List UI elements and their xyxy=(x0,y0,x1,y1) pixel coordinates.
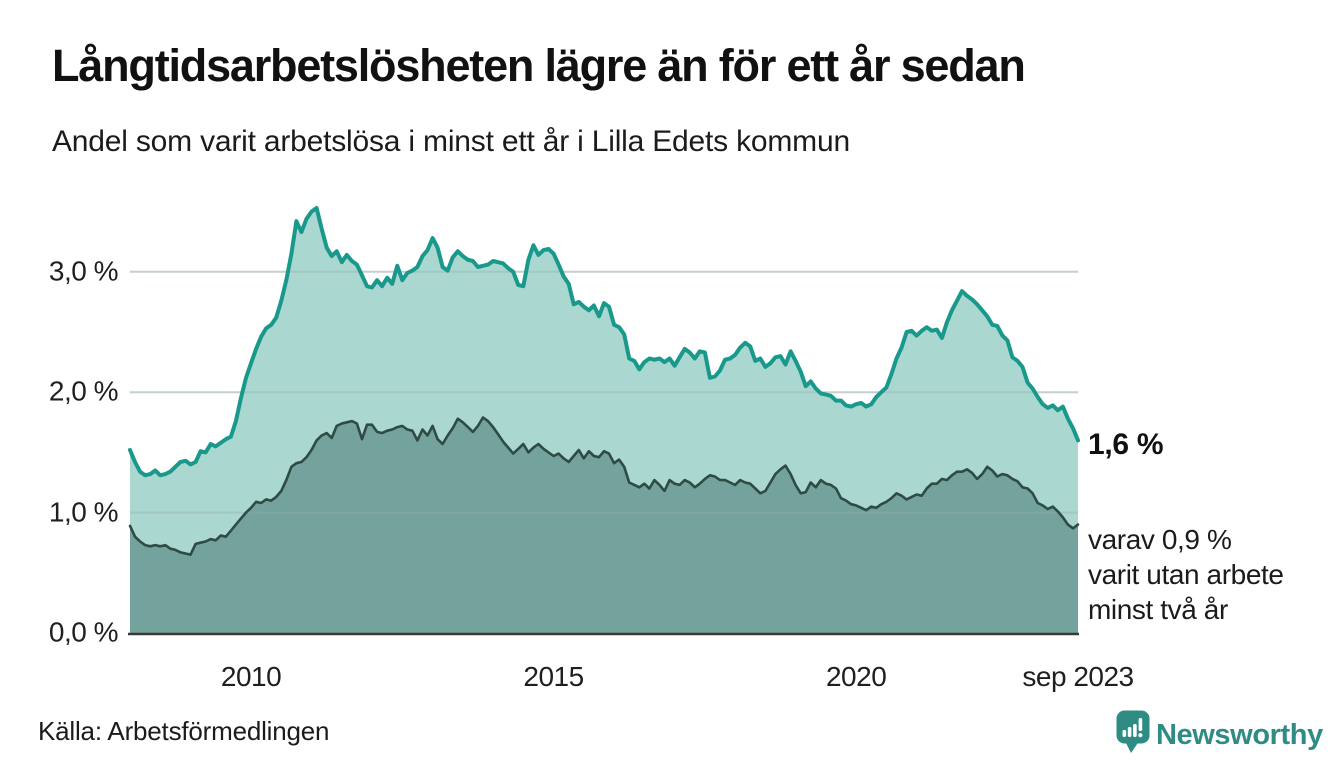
y-axis-tick-label: 0,0 % xyxy=(48,616,119,648)
y-axis-tick-label: 3,0 % xyxy=(48,255,119,287)
x-axis-tick-label: 2020 xyxy=(825,661,887,692)
y-axis-tick-label: 2,0 % xyxy=(48,375,119,407)
two-year-end-label: varav 0,9 % varit utan arbete minst två … xyxy=(1088,522,1284,627)
two-year-line xyxy=(128,416,1080,557)
newsworthy-logo-icon xyxy=(1116,710,1150,753)
total-end-value-label: 1,6 % xyxy=(1088,428,1164,462)
two-year-end-label-line: varav 0,9 % xyxy=(1088,523,1232,555)
two-year-end-label-line: varit utan arbete xyxy=(1088,558,1284,590)
page-title: Långtidsarbetslösheten lägre än för ett … xyxy=(52,40,1026,91)
x-axis-tick-label: sep 2023 xyxy=(1022,661,1134,692)
total-line xyxy=(128,206,1080,478)
y-axis-tick-label: 1,0 % xyxy=(48,495,119,527)
source-label: Källa: Arbetsförmedlingen xyxy=(38,716,330,746)
newsworthy-brand-text: Newsworthy xyxy=(1156,719,1323,751)
x-axis-tick-label: 2015 xyxy=(523,661,584,692)
x-axis-tick-label: 2010 xyxy=(220,661,282,692)
page-subtitle: Andel som varit arbetslösa i minst ett å… xyxy=(52,125,850,158)
two-year-area xyxy=(130,417,1078,633)
newsworthy-logo xyxy=(1116,710,1150,754)
two-year-end-label-line: minst två år xyxy=(1088,593,1228,625)
